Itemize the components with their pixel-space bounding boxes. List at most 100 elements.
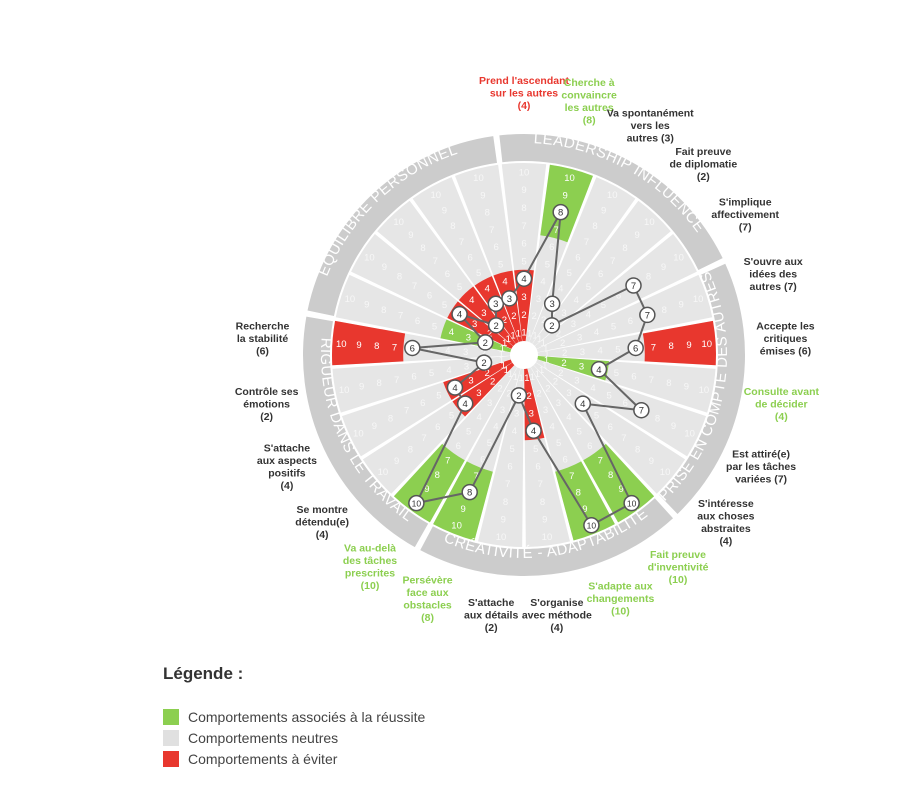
dimension-label-line: Fait preuve [650, 549, 706, 561]
scale-tick: 10 [473, 173, 484, 184]
scale-tick: 6 [631, 371, 636, 382]
scale-tick: 8 [388, 413, 393, 424]
dimension-label-line: S'adapte aux [588, 581, 653, 593]
data-point-label: 4 [596, 365, 601, 376]
scale-tick: 4 [549, 421, 554, 432]
scale-tick: 2 [541, 315, 546, 326]
dimension-label-line: sur les autres [490, 88, 558, 100]
data-point-label: 8 [558, 208, 563, 219]
scale-tick: 9 [521, 185, 526, 196]
scale-tick: 4 [446, 365, 451, 376]
sector-zone [514, 269, 534, 342]
data-point [510, 387, 528, 404]
data-point-label: 3 [550, 299, 555, 310]
dimension-label-line: autres (7) [750, 281, 797, 293]
scale-tick: 10 [684, 428, 695, 439]
scale-tick: 2 [506, 388, 511, 399]
data-point [456, 395, 474, 412]
scale-tick: 5 [594, 410, 599, 421]
scale-tick: 7 [489, 225, 494, 236]
scale-tick: 3 [481, 308, 486, 319]
scale-tick: 7 [398, 310, 403, 321]
scale-tick: 6 [608, 422, 613, 433]
data-point-label: 10 [412, 499, 422, 509]
scale-tick: 5 [606, 391, 611, 402]
scale-tick: 7 [584, 237, 589, 248]
dimension-label-line: (4) [281, 480, 294, 492]
dimension-label: S'adapte aux changements (10) [587, 581, 655, 618]
sector-background [532, 200, 671, 346]
scale-tick: 1 [539, 365, 544, 376]
scale-tick: 7 [598, 455, 603, 466]
scale-tick: 1 [508, 369, 513, 380]
scale-tick: 5 [432, 321, 437, 332]
scale-tick: 4 [502, 277, 507, 288]
dimension-label: Fait preuve de diplomatie (2) [670, 146, 738, 183]
dimension-label: S'attache aux aspects positifs (4) [257, 442, 317, 492]
scale-tick: 3 [529, 409, 534, 420]
scale-tick: 10 [701, 339, 712, 350]
scale-tick: 7 [521, 221, 526, 232]
legend-item-success: Comportements associés à la réussite [163, 708, 425, 726]
dimension-label: S'implique affectivement (7) [711, 197, 779, 234]
scale-tick: 9 [372, 421, 377, 432]
scale-tick: 6 [549, 242, 554, 253]
scale-tick: 4 [449, 327, 454, 338]
scale-tick: 1 [527, 328, 532, 339]
dimension-label: S'intéresse aux choses abstraites (4) [697, 498, 754, 547]
scale-tick: 4 [566, 412, 571, 423]
scale-tick: 1 [532, 330, 537, 341]
scale-tick: 7 [474, 471, 479, 482]
scale-tick: 8 [669, 341, 674, 352]
scale-tick: 7 [554, 225, 559, 236]
scale-tick: 2 [545, 383, 550, 394]
scale-tick: 3 [514, 409, 519, 420]
scale-tick: 9 [364, 299, 369, 310]
scale-tick: 6 [563, 455, 568, 466]
dimension-label-line: Accepte les [756, 321, 815, 333]
scale-tick: 2 [560, 338, 565, 349]
scale-tick: 10 [699, 385, 710, 396]
scale-tick: 9 [424, 484, 429, 495]
scale-tick: 2 [556, 329, 561, 340]
dimension-label-line: par les tâches [726, 461, 796, 473]
scale-tick: 3 [561, 308, 566, 319]
dimension-label-line: Prend l'ascendant [479, 75, 570, 87]
scale-tick: 8 [622, 243, 627, 254]
scale-tick: 7 [505, 479, 510, 490]
data-point-label: 10 [587, 521, 597, 531]
dimension-label-line: la stabilité [237, 333, 289, 345]
scale-tick: 10 [353, 428, 364, 439]
dimension-label-line: (4) [316, 529, 329, 541]
scale-tick: 5 [466, 427, 471, 438]
scale-tick: 8 [635, 445, 640, 456]
scale-tick: 7 [538, 479, 543, 490]
dimension-label-line: de décider [755, 399, 808, 411]
scale-tick: 9 [684, 381, 689, 392]
scale-tick: 3 [574, 375, 579, 386]
category-band [499, 134, 723, 270]
scale-tick: 2 [487, 329, 492, 340]
scale-tick: 4 [445, 346, 450, 357]
radar-chart: 1234567891012345678910123456789101234567… [235, 75, 820, 634]
dimension-label: Contrôle ses émotions (2) [235, 386, 299, 423]
scale-tick: 1 [513, 372, 518, 383]
scale-tick: 5 [510, 444, 515, 455]
scale-tick: 10 [336, 339, 347, 350]
category-band [420, 498, 674, 576]
scale-tick: 5 [487, 438, 492, 449]
dimension-label-line: Va spontanément [607, 107, 694, 119]
scale-tick: 10 [564, 173, 575, 184]
scale-tick: 4 [594, 327, 599, 338]
legend: Légende : Comportements associés à la ré… [163, 664, 425, 771]
data-point-label: 4 [463, 399, 468, 410]
scale-tick: 3 [466, 332, 471, 343]
scale-tick: 2 [521, 310, 526, 321]
legend-swatch-neutral [163, 730, 179, 746]
scale-tick: 10 [519, 167, 530, 178]
data-point-label: 3 [507, 294, 512, 305]
data-point [552, 203, 569, 221]
data-point [627, 339, 644, 357]
sector-zone [642, 320, 716, 366]
sector-background [533, 362, 686, 494]
